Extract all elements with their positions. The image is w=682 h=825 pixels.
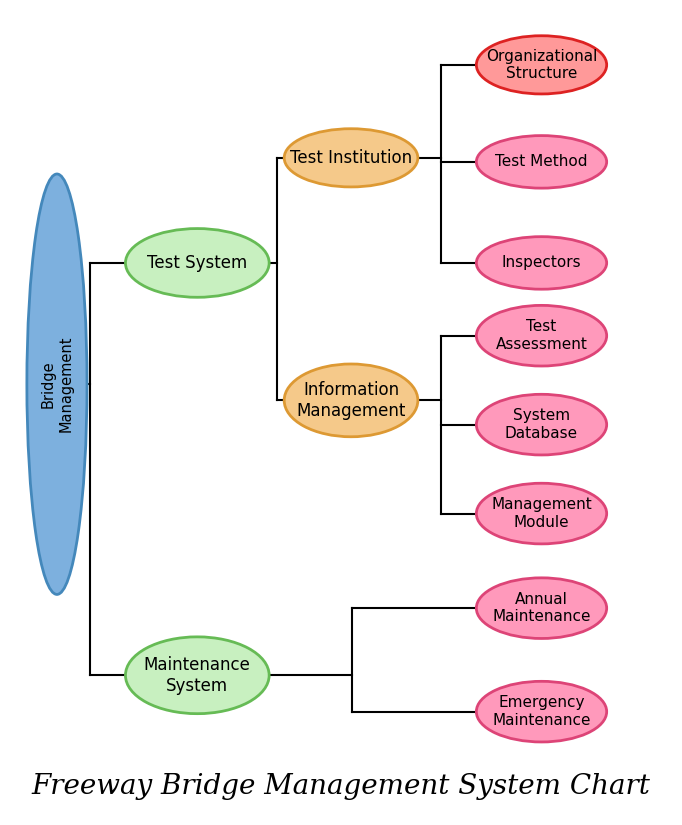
- Text: Inspectors: Inspectors: [502, 256, 581, 271]
- Text: Freeway Bridge Management System Chart: Freeway Bridge Management System Chart: [31, 772, 651, 799]
- Text: Management
Module: Management Module: [491, 497, 592, 530]
- Ellipse shape: [476, 305, 607, 366]
- Text: Maintenance
System: Maintenance System: [144, 656, 251, 695]
- Ellipse shape: [125, 637, 269, 714]
- Text: Emergency
Maintenance: Emergency Maintenance: [492, 695, 591, 728]
- Text: Test System: Test System: [147, 254, 248, 272]
- Text: Test Method: Test Method: [495, 154, 588, 169]
- Text: Test
Assessment: Test Assessment: [496, 319, 587, 352]
- Ellipse shape: [476, 483, 607, 544]
- Text: Information
Management: Information Management: [297, 381, 406, 420]
- Ellipse shape: [27, 174, 87, 594]
- Ellipse shape: [476, 681, 607, 742]
- Text: Annual
Maintenance: Annual Maintenance: [492, 592, 591, 625]
- Ellipse shape: [125, 229, 269, 297]
- Text: Organizational
Structure: Organizational Structure: [486, 49, 597, 81]
- Ellipse shape: [476, 394, 607, 455]
- Ellipse shape: [476, 578, 607, 639]
- Ellipse shape: [284, 129, 418, 187]
- Ellipse shape: [476, 135, 607, 188]
- Text: System
Database: System Database: [505, 408, 578, 441]
- Ellipse shape: [476, 237, 607, 290]
- Ellipse shape: [284, 364, 418, 436]
- Text: Test Institution: Test Institution: [290, 148, 412, 167]
- Ellipse shape: [476, 35, 607, 94]
- Text: Bridge
Management: Bridge Management: [41, 336, 73, 432]
